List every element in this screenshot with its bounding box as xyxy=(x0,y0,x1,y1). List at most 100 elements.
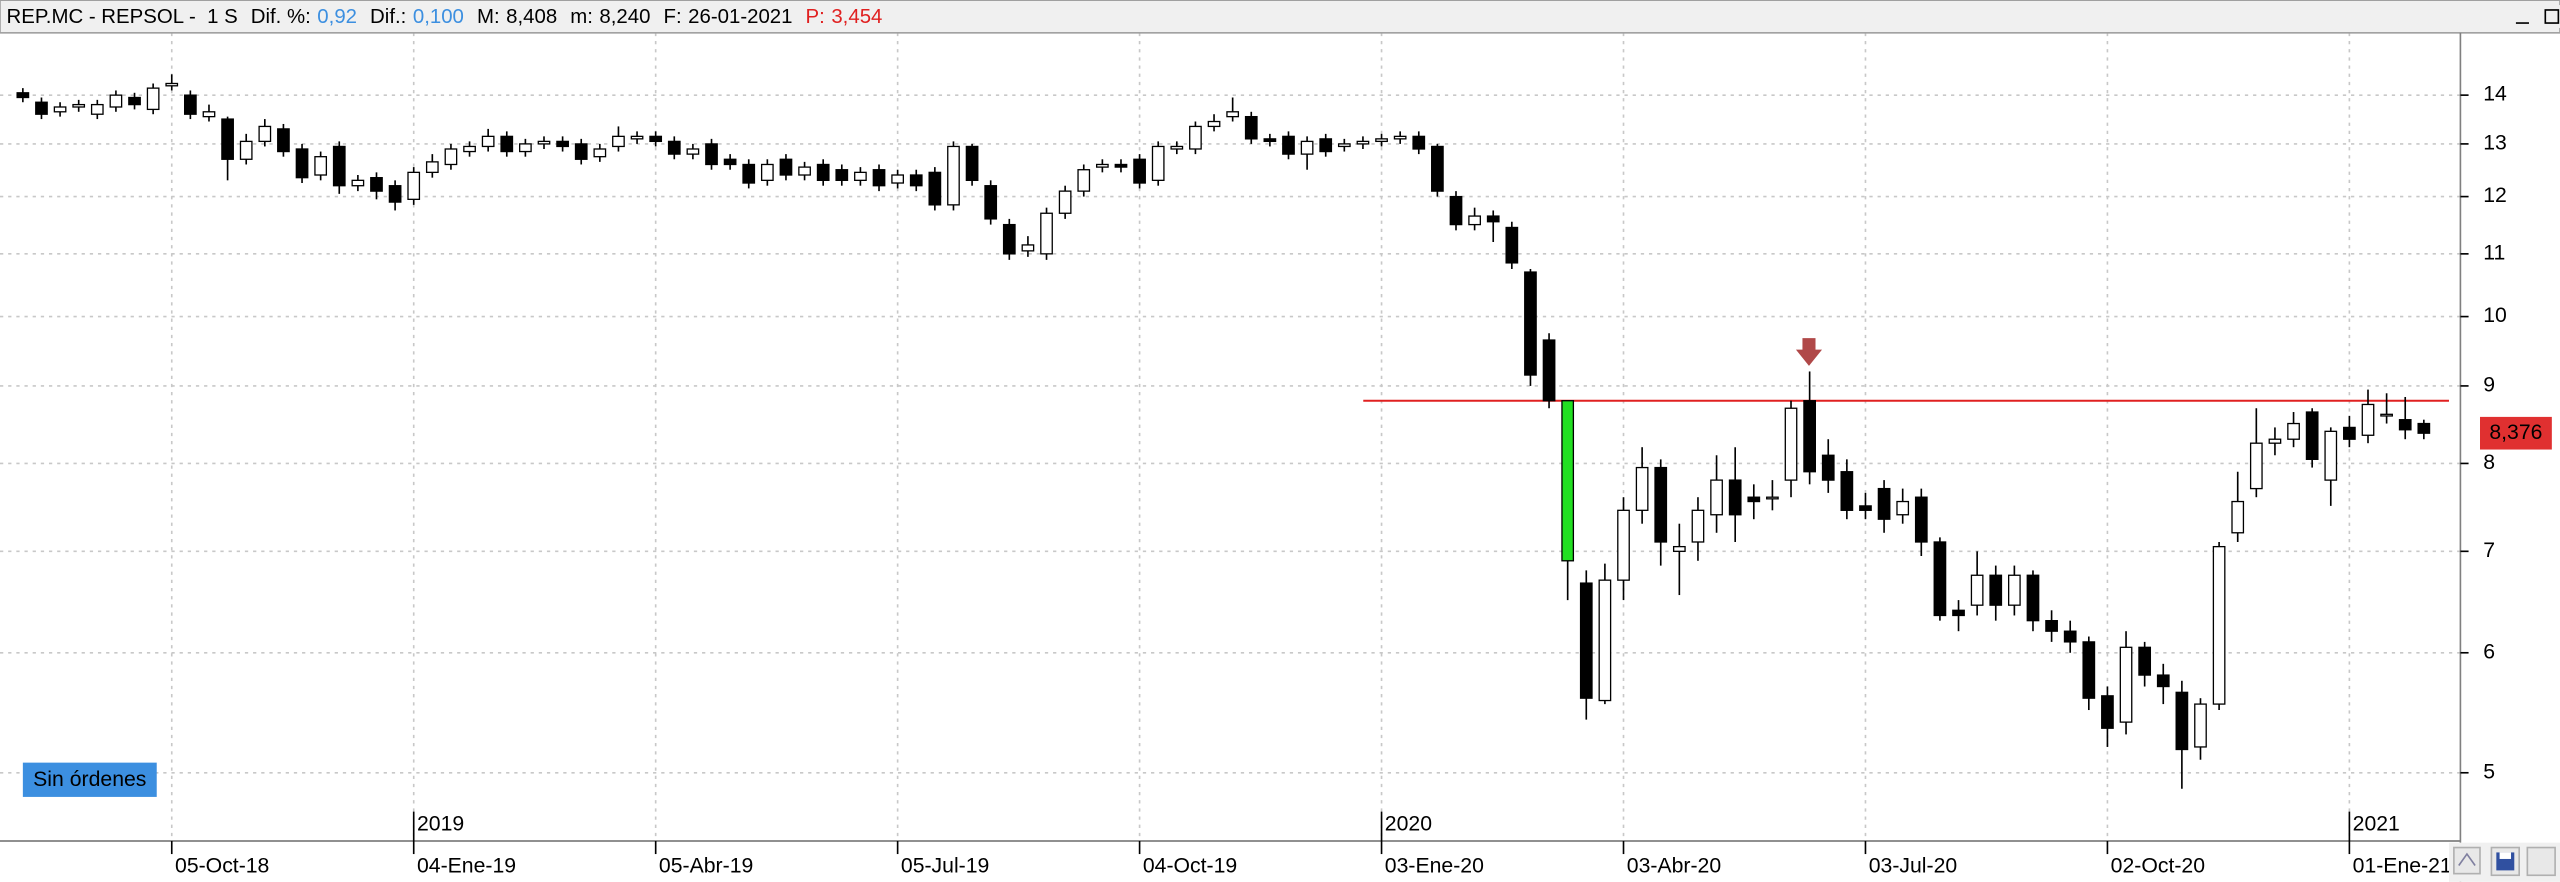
field-label: Dif.: xyxy=(370,7,406,29)
candle-body xyxy=(128,96,141,106)
candle-body xyxy=(1598,579,1612,702)
x-tick-label: 04-Oct-19 xyxy=(1143,855,1237,878)
last-value-label: 8,376 xyxy=(2489,421,2542,444)
candle-body xyxy=(277,128,290,153)
candle-body xyxy=(1635,466,1649,511)
candle-body xyxy=(1393,135,1407,140)
candle-body xyxy=(1375,138,1388,143)
candle-body xyxy=(2138,646,2152,676)
window-buttons[interactable] xyxy=(2511,5,2560,28)
y-tick-label: 6 xyxy=(2483,640,2495,663)
candle-body xyxy=(1784,407,1798,481)
candle-body xyxy=(835,169,849,181)
y-tick-label: 14 xyxy=(2483,83,2507,106)
candle-body xyxy=(1859,505,1872,511)
field-value: 8,408 xyxy=(506,7,557,29)
candle-body xyxy=(146,87,160,111)
x-tick-label: 03-Ene-20 xyxy=(1385,855,1484,878)
candle-body xyxy=(1244,115,1258,140)
header-bar xyxy=(0,0,2560,34)
candle-body xyxy=(239,140,253,160)
candle-body xyxy=(183,94,197,115)
candle-body xyxy=(1114,163,1128,168)
field-value: 8,240 xyxy=(599,7,650,29)
candle-body xyxy=(388,185,402,203)
candle-body xyxy=(1058,190,1072,214)
field-value: 0,100 xyxy=(413,7,464,29)
orders-badge[interactable] xyxy=(22,762,157,797)
candle-body xyxy=(2268,438,2282,444)
candle-body xyxy=(2008,574,2021,606)
candle-body xyxy=(1524,271,1537,376)
maximize-button[interactable] xyxy=(2538,5,2560,28)
candle-body xyxy=(2361,403,2375,436)
candle-body xyxy=(2324,430,2338,481)
candle-body xyxy=(351,179,365,187)
candle-body xyxy=(947,145,960,206)
candle-body xyxy=(221,118,234,160)
y-tick-label: 12 xyxy=(2483,184,2507,207)
x-tick-label: 04-Ene-19 xyxy=(417,855,516,878)
candle-body xyxy=(463,145,476,153)
candle-body xyxy=(1021,244,1035,252)
candle-body xyxy=(1282,135,1295,155)
minimize-button[interactable] xyxy=(2511,5,2534,28)
field-label: M: xyxy=(477,7,500,29)
candle-body xyxy=(1840,471,1854,511)
candle-body xyxy=(1300,140,1314,155)
candle-body xyxy=(779,158,793,176)
candle-body xyxy=(1579,582,1593,699)
candle-body xyxy=(1896,500,1910,516)
candle-body xyxy=(574,143,588,160)
candle-body xyxy=(1914,496,1928,543)
settings-button[interactable] xyxy=(2526,846,2556,877)
orders-badge-text: Sin órdenes xyxy=(33,768,146,791)
symbol: REP.MC - REPSOL - 1 S xyxy=(7,7,238,29)
candle-body xyxy=(1189,125,1202,150)
candle-body xyxy=(854,171,867,181)
candle-body xyxy=(1877,487,1891,520)
candle-body xyxy=(314,156,328,176)
candle-body xyxy=(686,148,700,155)
corner-buttons[interactable] xyxy=(2453,846,2556,877)
candle-body xyxy=(891,174,904,184)
candle-body xyxy=(258,125,272,143)
candle-body xyxy=(2249,442,2263,490)
candle-body xyxy=(1747,496,1761,503)
candle-body xyxy=(35,101,48,115)
y-tick-label: 7 xyxy=(2483,539,2495,562)
x-tick-label: 05-Abr-19 xyxy=(659,855,753,878)
candle-body xyxy=(2156,674,2170,688)
candle-body xyxy=(1319,138,1333,153)
candle-body xyxy=(500,135,514,153)
x-tick-label: 02-Oct-20 xyxy=(2111,855,2205,878)
candle-body xyxy=(444,148,458,166)
candle-body xyxy=(984,185,998,220)
zoom-button[interactable] xyxy=(2453,846,2481,875)
candle-body xyxy=(1412,135,1426,150)
header-text: REP.MC - REPSOL - 1 S Dif. %: 0,92 Dif.: 0,1… xyxy=(7,7,883,29)
candle-body xyxy=(295,148,309,179)
candle-body xyxy=(407,171,421,200)
candle-body xyxy=(1952,609,1965,617)
candle-body xyxy=(667,140,681,155)
candle-body xyxy=(1989,574,2003,606)
candle-body xyxy=(965,145,979,181)
candle-body xyxy=(1337,143,1351,148)
save-glyph-label xyxy=(2499,852,2512,859)
plot-area xyxy=(0,32,2461,842)
candle-body xyxy=(2398,419,2412,431)
y-tick-label: 13 xyxy=(2483,132,2507,155)
candle-body xyxy=(1691,509,1705,543)
candle-body xyxy=(1263,138,1277,143)
candle-body xyxy=(1821,454,1835,481)
year-label: 2020 xyxy=(1385,812,1432,835)
x-tick-label: 03-Abr-20 xyxy=(1627,855,1721,878)
candle-body xyxy=(425,161,439,174)
x-tick-label: 05-Oct-18 xyxy=(175,855,269,878)
field-label: P: xyxy=(806,7,825,29)
candle-body xyxy=(760,163,774,181)
